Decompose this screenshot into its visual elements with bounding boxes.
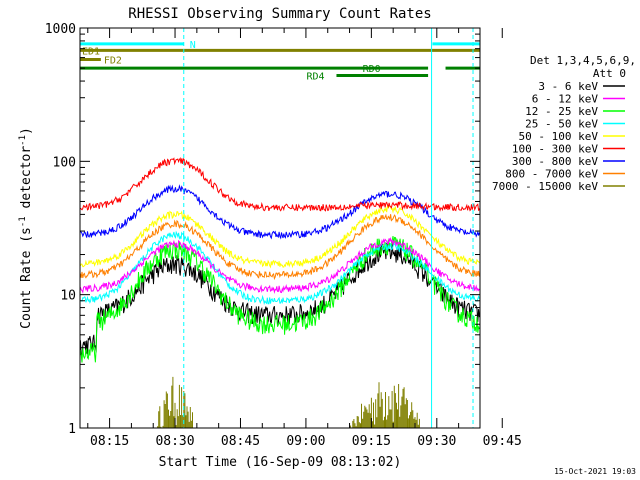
y-tick-label: 10: [60, 289, 76, 304]
flags-layer: N ED1 FD2 RD0 RD4: [80, 40, 480, 83]
legend-label: 7000 - 15000 keV: [492, 180, 598, 193]
legend-header-2: Att 0: [593, 67, 626, 80]
legend-label: 25 - 50 keV: [525, 118, 598, 131]
y-tick-label: 100: [53, 155, 76, 170]
legend-label: 800 - 7000 keV: [505, 168, 598, 181]
x-tick-label: 09:00: [286, 434, 325, 449]
chart-title: RHESSI Observing Summary Count Rates: [128, 6, 431, 22]
y-tick-label: 1: [68, 422, 76, 437]
flag-label: FD2: [104, 56, 122, 67]
x-tick-label: 09:30: [417, 434, 456, 449]
x-tick-label: 08:45: [221, 434, 260, 449]
series-line: [79, 204, 480, 269]
flag-label: RD4: [306, 72, 324, 83]
series-line: [79, 213, 480, 281]
flag-label: ED1: [82, 46, 100, 57]
series-line: [80, 184, 480, 240]
series-line: [80, 230, 480, 306]
x-axis: 08:15 08:30 08:45 09:00 09:15 09:30 09:45: [87, 28, 522, 449]
series-line: [79, 236, 480, 363]
flag-label: RD0: [363, 64, 381, 75]
series-line: [79, 236, 480, 294]
plot-frame: [79, 27, 481, 429]
x-tick-label: 09:15: [352, 434, 391, 449]
y-axis: 1 10 100 1000: [45, 22, 480, 437]
timestamp: 15-Oct-2021 19:03: [554, 467, 636, 476]
legend-label: 12 - 25 keV: [525, 105, 598, 118]
legend-label: 3 - 6 keV: [538, 80, 598, 93]
legend-label: 300 - 800 keV: [512, 155, 598, 168]
series-line: [80, 157, 480, 212]
x-tick-label: 08:30: [155, 434, 194, 449]
series-line: [157, 376, 420, 428]
x-tick-label: 09:45: [483, 434, 522, 449]
y-tick-label: 1000: [45, 22, 76, 37]
legend-label: 6 - 12 keV: [532, 93, 599, 106]
vertical-markers: [79, 28, 474, 428]
x-axis-label: Start Time (16-Sep-09 08:13:02): [159, 455, 402, 470]
x-tick-label: 08:15: [90, 434, 129, 449]
legend-header-1: Det 1,3,4,5,6,9,: [530, 54, 636, 67]
flag-label: N: [190, 40, 196, 51]
legend-label: 100 - 300 keV: [512, 143, 598, 156]
series-line: [79, 242, 480, 357]
y-axis-label: Count Rate (s-1 detector-1): [18, 127, 34, 329]
legend-label: 50 - 100 keV: [519, 130, 599, 143]
series-layer: [79, 157, 480, 428]
